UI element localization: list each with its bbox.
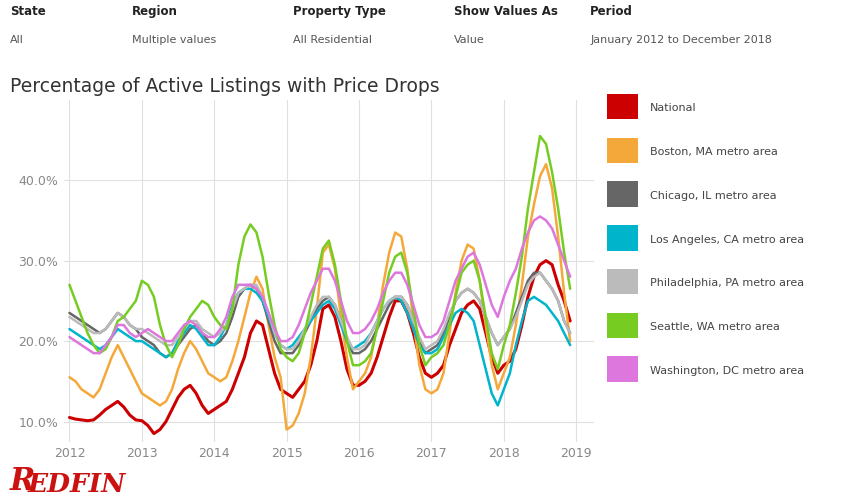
- Text: Los Angeles, CA metro area: Los Angeles, CA metro area: [649, 235, 804, 245]
- Text: Washington, DC metro area: Washington, DC metro area: [649, 366, 804, 376]
- Text: All: All: [10, 35, 24, 45]
- Bar: [607, 356, 638, 382]
- Bar: [607, 312, 638, 338]
- Bar: [607, 269, 638, 294]
- Text: R: R: [10, 466, 36, 497]
- Text: January 2012 to December 2018: January 2012 to December 2018: [590, 35, 772, 45]
- Text: State: State: [10, 5, 46, 18]
- Text: Property Type: Property Type: [293, 5, 385, 18]
- Text: Seattle, WA metro area: Seattle, WA metro area: [649, 322, 779, 332]
- Text: Philadelphia, PA metro area: Philadelphia, PA metro area: [649, 278, 804, 288]
- Text: Value: Value: [454, 35, 485, 45]
- Text: Percentage of Active Listings with Price Drops: Percentage of Active Listings with Price…: [10, 77, 440, 96]
- Text: National: National: [649, 103, 696, 113]
- Bar: [607, 138, 638, 163]
- Text: Multiple values: Multiple values: [132, 35, 216, 45]
- Text: All Residential: All Residential: [293, 35, 372, 45]
- Text: Show Values As: Show Values As: [454, 5, 558, 18]
- Text: EDFIN: EDFIN: [27, 472, 126, 497]
- Bar: [607, 225, 638, 250]
- Bar: [607, 181, 638, 207]
- Text: Region: Region: [132, 5, 177, 18]
- Text: Period: Period: [590, 5, 633, 18]
- Text: Boston, MA metro area: Boston, MA metro area: [649, 147, 778, 157]
- Bar: [607, 94, 638, 119]
- Text: Chicago, IL metro area: Chicago, IL metro area: [649, 191, 777, 201]
